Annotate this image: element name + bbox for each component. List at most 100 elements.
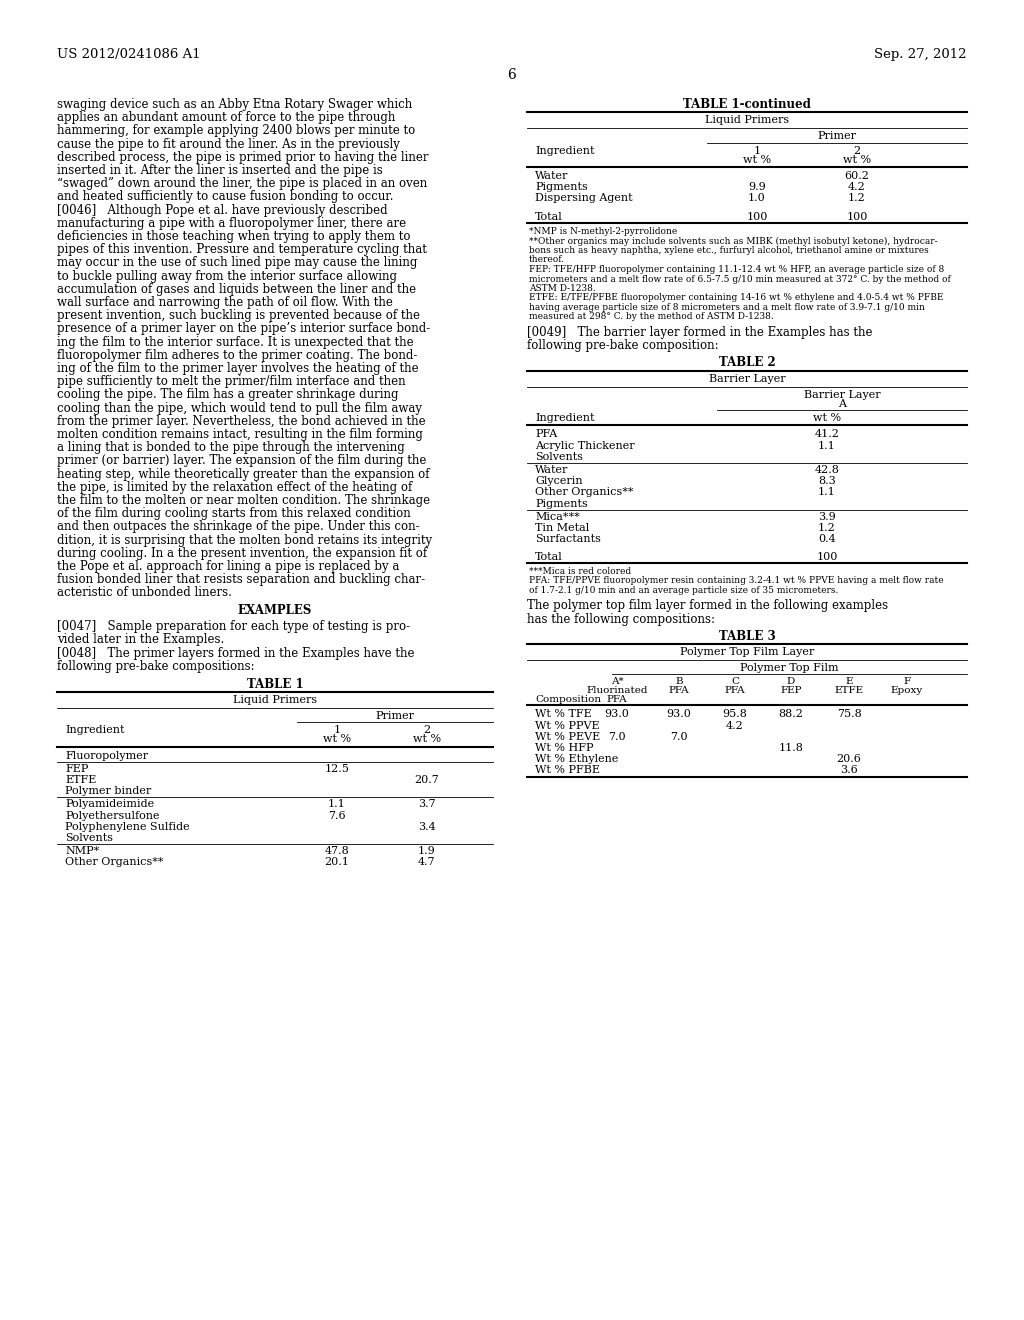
Text: ***Mica is red colored: ***Mica is red colored xyxy=(529,566,631,576)
Text: dition, it is surprising that the molten bond retains its integrity: dition, it is surprising that the molten… xyxy=(57,533,432,546)
Text: 75.8: 75.8 xyxy=(837,709,861,719)
Text: has the following compositions:: has the following compositions: xyxy=(527,612,715,626)
Text: 4.2: 4.2 xyxy=(726,721,743,730)
Text: 88.2: 88.2 xyxy=(778,709,804,719)
Text: C: C xyxy=(731,677,739,686)
Text: 4.2: 4.2 xyxy=(848,182,866,193)
Text: Solvents: Solvents xyxy=(65,833,113,843)
Text: B: B xyxy=(675,677,683,686)
Text: PFA: TFE/PPVE fluoropolymer resin containing 3.2-4.1 wt % PPVE having a melt flo: PFA: TFE/PPVE fluoropolymer resin contai… xyxy=(529,577,944,585)
Text: 60.2: 60.2 xyxy=(845,172,869,181)
Text: Epoxy: Epoxy xyxy=(891,686,923,696)
Text: Polymer Top Film: Polymer Top Film xyxy=(740,663,839,673)
Text: Other Organics**: Other Organics** xyxy=(535,487,634,498)
Text: Wt % PEVE: Wt % PEVE xyxy=(535,731,600,742)
Text: 2: 2 xyxy=(424,725,430,735)
Text: Wt % Ethylene: Wt % Ethylene xyxy=(535,754,618,764)
Text: 12.5: 12.5 xyxy=(325,764,349,774)
Text: cause the pipe to fit around the liner. As in the previously: cause the pipe to fit around the liner. … xyxy=(57,137,400,150)
Text: TABLE 3: TABLE 3 xyxy=(719,630,775,643)
Text: fluoropolymer film adheres to the primer coating. The bond-: fluoropolymer film adheres to the primer… xyxy=(57,348,418,362)
Text: wall surface and narrowing the path of oil flow. With the: wall surface and narrowing the path of o… xyxy=(57,296,393,309)
Text: PFA: PFA xyxy=(725,686,745,696)
Text: the film to the molten or near molten condition. The shrinkage: the film to the molten or near molten co… xyxy=(57,494,430,507)
Text: bons such as heavy naphtha, xylene etc., furfuryl alcohol, triethanol amine or m: bons such as heavy naphtha, xylene etc.,… xyxy=(529,246,929,255)
Text: Other Organics**: Other Organics** xyxy=(65,858,164,867)
Text: 100: 100 xyxy=(746,211,768,222)
Text: FEP: FEP xyxy=(780,686,802,696)
Text: Dispersing Agent: Dispersing Agent xyxy=(535,194,633,203)
Text: 3.4: 3.4 xyxy=(418,822,436,832)
Text: Liquid Primers: Liquid Primers xyxy=(705,115,790,125)
Text: measured at 298° C. by the method of ASTM D-1238.: measured at 298° C. by the method of AST… xyxy=(529,313,774,322)
Text: “swaged” down around the liner, the pipe is placed in an oven: “swaged” down around the liner, the pipe… xyxy=(57,177,427,190)
Text: fusion bonded liner that resists separation and buckling char-: fusion bonded liner that resists separat… xyxy=(57,573,425,586)
Text: Composition: Composition xyxy=(535,696,601,705)
Text: Fluoropolymer: Fluoropolymer xyxy=(65,751,148,760)
Text: FEP: TFE/HFP fluoropolymer containing 11.1-12.4 wt % HFP, an average particle si: FEP: TFE/HFP fluoropolymer containing 11… xyxy=(529,265,944,275)
Text: TABLE 1: TABLE 1 xyxy=(247,677,303,690)
Text: Wt % TFE: Wt % TFE xyxy=(535,709,592,719)
Text: 47.8: 47.8 xyxy=(325,846,349,857)
Text: **Other organics may include solvents such as MIBK (methyl isobutyl ketone), hyd: **Other organics may include solvents su… xyxy=(529,236,938,246)
Text: deficiencies in those teaching when trying to apply them to: deficiencies in those teaching when tryi… xyxy=(57,230,411,243)
Text: 100: 100 xyxy=(846,211,867,222)
Text: [0049]   The barrier layer formed in the Examples has the: [0049] The barrier layer formed in the E… xyxy=(527,326,872,339)
Text: 41.2: 41.2 xyxy=(814,429,840,440)
Text: present invention, such buckling is prevented because of the: present invention, such buckling is prev… xyxy=(57,309,420,322)
Text: following pre-bake compositions:: following pre-bake compositions: xyxy=(57,660,255,673)
Text: pipes of this invention. Pressure and temperature cycling that: pipes of this invention. Pressure and te… xyxy=(57,243,427,256)
Text: [0048]   The primer layers formed in the Examples have the: [0048] The primer layers formed in the E… xyxy=(57,647,415,660)
Text: 95.8: 95.8 xyxy=(723,709,748,719)
Text: 1.1: 1.1 xyxy=(818,441,836,450)
Text: PFA: PFA xyxy=(535,429,557,440)
Text: PFA: PFA xyxy=(606,696,628,705)
Text: Surfactants: Surfactants xyxy=(535,535,601,544)
Text: primer (or barrier) layer. The expansion of the film during the: primer (or barrier) layer. The expansion… xyxy=(57,454,426,467)
Text: cooling than the pipe, which would tend to pull the film away: cooling than the pipe, which would tend … xyxy=(57,401,422,414)
Text: PFA: PFA xyxy=(669,686,689,696)
Text: and heated sufficiently to cause fusion bonding to occur.: and heated sufficiently to cause fusion … xyxy=(57,190,393,203)
Text: 8.3: 8.3 xyxy=(818,477,836,486)
Text: following pre-bake composition:: following pre-bake composition: xyxy=(527,339,719,352)
Text: US 2012/0241086 A1: US 2012/0241086 A1 xyxy=(57,48,201,61)
Text: Polyamideimide: Polyamideimide xyxy=(65,800,155,809)
Text: a lining that is bonded to the pipe through the intervening: a lining that is bonded to the pipe thro… xyxy=(57,441,404,454)
Text: A*: A* xyxy=(610,677,624,686)
Text: Pigments: Pigments xyxy=(535,499,588,508)
Text: Pigments: Pigments xyxy=(535,182,588,193)
Text: 0.4: 0.4 xyxy=(818,535,836,544)
Text: ETFE: E/TFE/PFBE fluoropolymer containing 14-16 wt % ethylene and 4.0-5.4 wt % P: ETFE: E/TFE/PFBE fluoropolymer containin… xyxy=(529,293,943,302)
Text: and then outpaces the shrinkage of the pipe. Under this con-: and then outpaces the shrinkage of the p… xyxy=(57,520,420,533)
Text: Total: Total xyxy=(535,211,563,222)
Text: inserted in it. After the liner is inserted and the pipe is: inserted in it. After the liner is inser… xyxy=(57,164,383,177)
Text: F: F xyxy=(903,677,910,686)
Text: [0046]   Although Pope et al. have previously described: [0046] Although Pope et al. have previou… xyxy=(57,203,388,216)
Text: swaging device such as an Abby Etna Rotary Swager which: swaging device such as an Abby Etna Rota… xyxy=(57,98,413,111)
Text: to buckle pulling away from the interior surface allowing: to buckle pulling away from the interior… xyxy=(57,269,397,282)
Text: 11.8: 11.8 xyxy=(778,743,804,752)
Text: Primer: Primer xyxy=(376,711,415,721)
Text: Tin Metal: Tin Metal xyxy=(535,523,589,533)
Text: *NMP is N-methyl-2-pyrrolidone: *NMP is N-methyl-2-pyrrolidone xyxy=(529,227,677,236)
Text: 20.6: 20.6 xyxy=(837,754,861,764)
Text: 1.1: 1.1 xyxy=(328,800,346,809)
Text: 42.8: 42.8 xyxy=(814,465,840,475)
Text: Water: Water xyxy=(535,172,568,181)
Text: presence of a primer layer on the pipe’s interior surface bond-: presence of a primer layer on the pipe’s… xyxy=(57,322,430,335)
Text: Ingredient: Ingredient xyxy=(65,725,125,735)
Text: 20.1: 20.1 xyxy=(325,858,349,867)
Text: 2: 2 xyxy=(853,145,860,156)
Text: ASTM D-1238.: ASTM D-1238. xyxy=(529,284,596,293)
Text: 7.6: 7.6 xyxy=(328,810,346,821)
Text: wt %: wt % xyxy=(743,154,771,165)
Text: FEP: FEP xyxy=(65,764,88,774)
Text: Total: Total xyxy=(535,552,563,561)
Text: Liquid Primers: Liquid Primers xyxy=(232,694,317,705)
Text: Fluorinated: Fluorinated xyxy=(587,686,648,696)
Text: 1: 1 xyxy=(334,725,341,735)
Text: Solvents: Solvents xyxy=(535,451,583,462)
Text: 1: 1 xyxy=(754,145,761,156)
Text: Mica***: Mica*** xyxy=(535,512,580,521)
Text: E: E xyxy=(845,677,853,686)
